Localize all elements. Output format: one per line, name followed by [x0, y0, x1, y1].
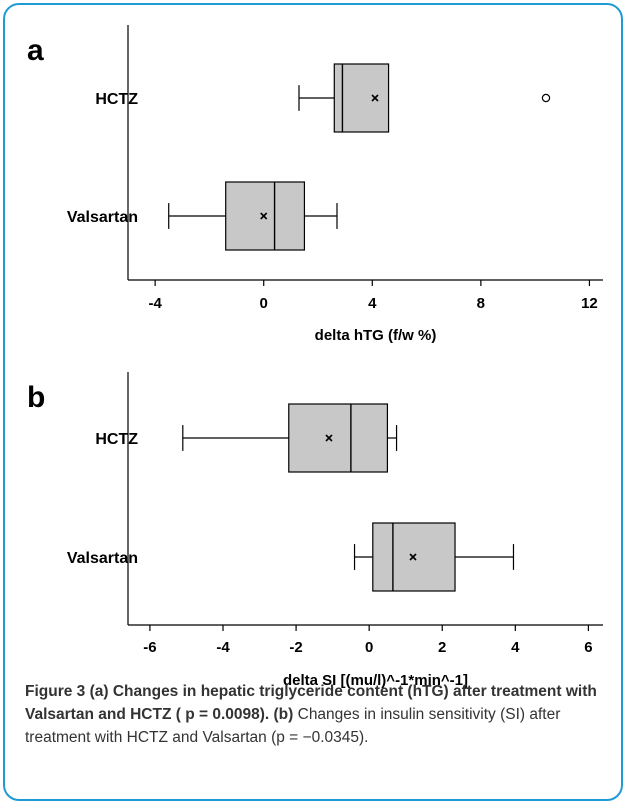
category-label-hctz: HCTZ — [95, 431, 138, 448]
category-label-valsartan: Valsartan — [67, 209, 138, 226]
mean-marker-valsartan — [260, 212, 268, 220]
figure-frame: a -4 0 4 8 12 delta hTG (f/w %) HCTZ Valsartan b -… — [3, 3, 623, 801]
x-tick-label-a: 0 — [260, 295, 268, 312]
x-tick-label-a: 8 — [477, 295, 485, 312]
x-tick-label-b: -6 — [143, 639, 156, 656]
caption-rest: Changes in insulin sensitivity (SI) afte… — [25, 706, 561, 746]
x-tick-label-b: 0 — [365, 639, 373, 656]
panel-letter-a: a — [27, 34, 44, 67]
x-tick-label-b: 6 — [584, 639, 592, 656]
x-tick-label-b: 4 — [511, 639, 520, 656]
figure-svg: a -4 0 4 8 12 delta hTG (f/w %) HCTZ Valsartan b -… — [27, 25, 603, 689]
x-axis-title-b: delta SI [(mu/l)^-1*min^-1] — [283, 672, 468, 689]
iqr-box-hctz — [288, 403, 389, 473]
mean-marker-valsartan — [409, 553, 417, 561]
x-axis-title-a: delta hTG (f/w %) — [315, 327, 437, 344]
iqr-box-valsartan — [225, 181, 306, 251]
x-tick-label-a: -4 — [148, 295, 162, 312]
iqr-box-hctz — [333, 63, 390, 133]
box-hctz-b: HCTZ — [95, 403, 398, 473]
panel-a: a -4 0 4 8 12 delta hTG (f/w %) HCTZ Valsartan — [27, 25, 603, 344]
caption-lead: Figure 3 (a) Changes in hepatic triglyce… — [25, 683, 597, 723]
category-label-hctz: HCTZ — [95, 91, 138, 108]
x-tick-label-b: 2 — [438, 639, 446, 656]
box-valsartan-a: Valsartan — [67, 181, 338, 251]
mean-marker-hctz — [371, 94, 379, 102]
x-tick-label-a: 12 — [581, 295, 598, 312]
panel-letter-b: b — [27, 381, 45, 414]
figure-caption: Figure 3 (a) Changes in hepatic triglyce… — [25, 680, 620, 749]
x-tick-label-b: -2 — [289, 639, 302, 656]
mean-marker-hctz — [325, 434, 333, 442]
x-tick-label-a: 4 — [368, 295, 377, 312]
box-hctz-a: HCTZ — [95, 63, 551, 133]
category-label-valsartan: Valsartan — [67, 550, 138, 567]
box-valsartan-b: Valsartan — [67, 522, 515, 592]
outlier-point-hctz — [541, 93, 551, 103]
x-tick-label-b: -4 — [216, 639, 230, 656]
panel-b: b -6 -4 -2 0 2 4 6 delta SI [(mu/l)^-1*min^-1] HC… — [27, 372, 603, 689]
